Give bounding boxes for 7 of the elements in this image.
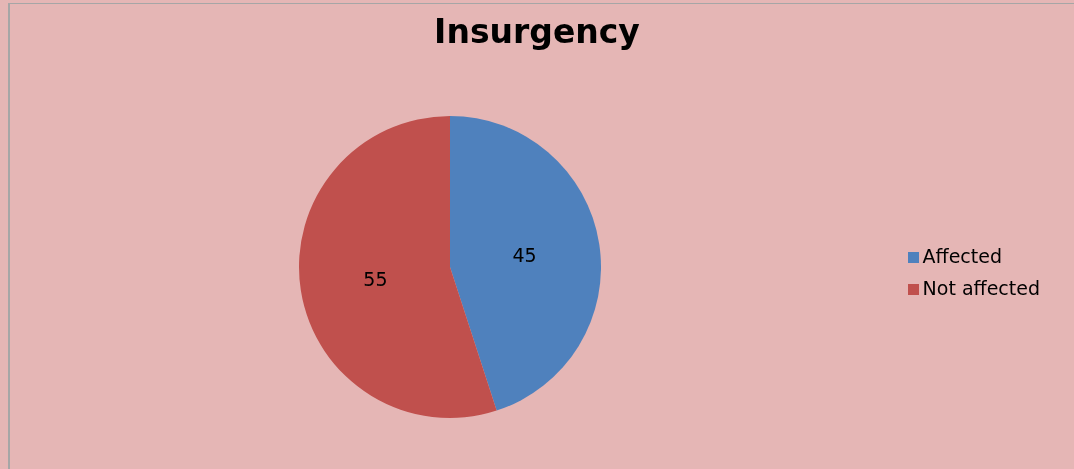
data-label: 45: [512, 244, 537, 267]
pie-slice: [299, 116, 497, 418]
data-label: 55: [363, 267, 388, 290]
legend-label: Affected: [922, 245, 1003, 267]
chart-title: Insurgency: [433, 12, 641, 51]
pie-slice: [450, 116, 601, 411]
legend-label: Not affected: [922, 277, 1040, 299]
